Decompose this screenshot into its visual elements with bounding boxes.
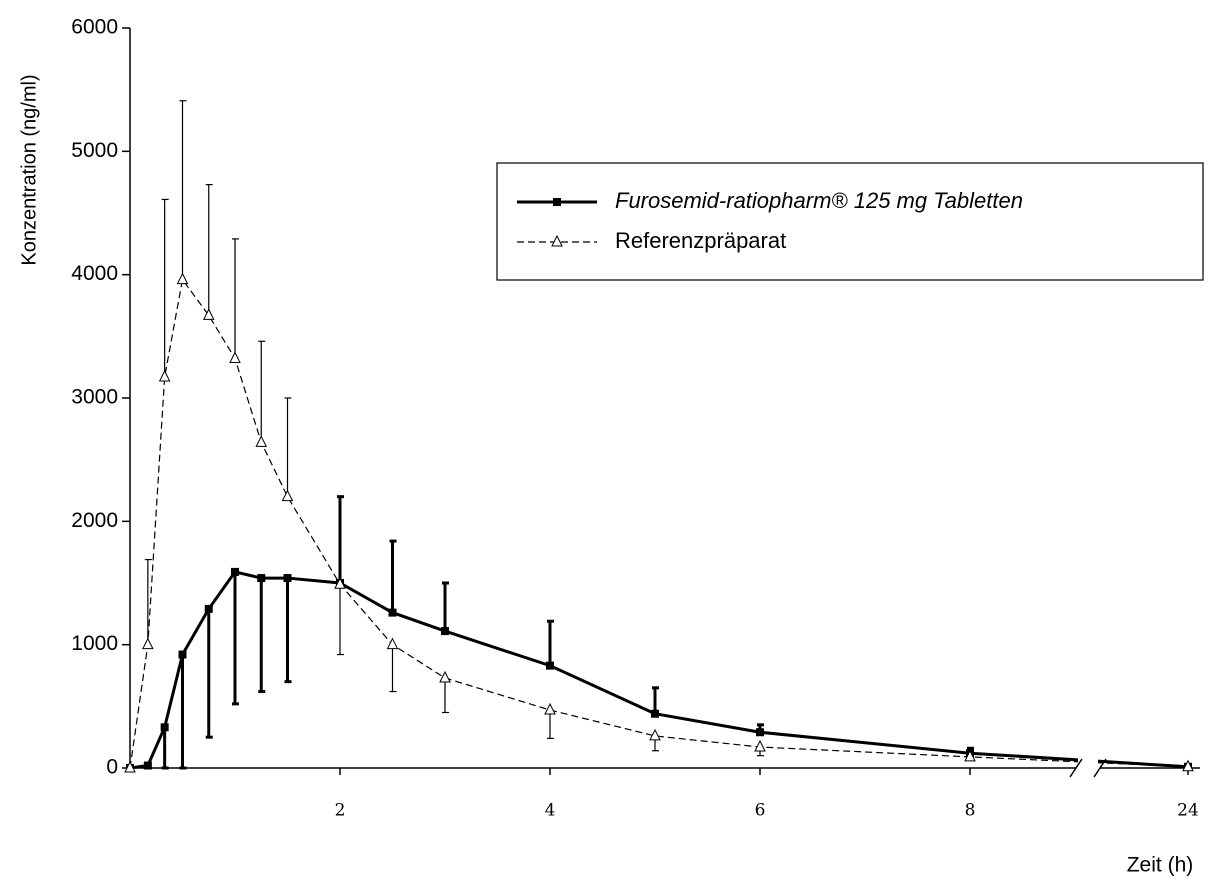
axis-break-gap [1078,743,1098,783]
data-point [281,489,294,502]
series-line [129,570,1189,770]
data-point [124,760,136,773]
data-point [754,739,766,752]
error-bar [337,584,344,656]
data-point [649,728,661,741]
error-bar [442,581,449,632]
error-bar [389,644,397,693]
x-tick-label: 6 [755,801,766,821]
y-tick-label: 2000 [71,509,118,532]
error-bar [179,654,187,770]
x-tick-label: 4 [545,801,556,821]
error-bar [284,578,292,684]
data-point [546,661,554,670]
y-tick-label: 1000 [71,632,118,655]
error-bar [337,495,344,583]
error-bar [205,608,213,739]
legend-label: Furosemid-ratiopharm® 125 mg Tabletten [615,188,1023,213]
data-point [204,604,213,613]
error-bar [144,558,152,645]
data-point [334,577,346,589]
axis-break-mark [1093,758,1107,778]
data-point [964,749,976,762]
data-point [257,574,266,583]
data-point [386,637,399,650]
data-point [160,723,169,732]
y-axis-label: Konzentration (ng/ml) [18,74,40,265]
error-bar [179,100,187,280]
error-bar [284,397,292,497]
y-tick-label: 6000 [71,16,118,39]
data-point [651,709,659,718]
data-point [441,627,449,636]
y-tick-label: 3000 [71,386,118,409]
error-bar [258,340,266,443]
y-tick-label: 5000 [71,139,118,162]
axis-break-mark [1069,758,1083,778]
data-point [544,702,556,715]
error-bar [232,571,239,706]
error-bar [232,238,239,359]
data-point [255,435,268,447]
x-axis-label: Zeit (h) [1127,854,1194,877]
error-bar [547,710,554,740]
data-point [283,574,292,583]
data-point [756,728,764,737]
data-point [231,567,239,576]
error-bar [442,677,449,714]
data-point [143,761,152,770]
data-point [176,272,189,285]
x-tick-label: 2 [335,801,346,821]
data-point [1182,759,1194,772]
legend-marker [553,198,561,206]
data-point [229,351,241,364]
x-tick-label: 8 [965,801,976,821]
error-bar [161,198,169,378]
data-point [202,308,215,320]
legend: Furosemid-ratiopharm® 125 mg Tabletten Re… [496,162,1204,281]
series-line [129,278,1189,769]
error-bar [161,727,169,770]
data-point [158,369,171,382]
error-bar [389,539,397,613]
y-tick-label: 4000 [71,262,118,285]
error-bar [547,619,554,666]
x-tick-label: 24 [1177,801,1199,821]
legend-marker [551,234,563,247]
legend-label: Referenzpräparat [615,228,786,253]
error-bar [652,686,659,714]
y-tick-label: 0 [106,756,118,779]
legend-box [496,162,1204,281]
data-point [178,650,187,659]
data-point [439,670,451,683]
data-point [388,608,397,617]
data-point [142,637,154,650]
error-bar [258,578,266,694]
error-bar [205,184,213,316]
